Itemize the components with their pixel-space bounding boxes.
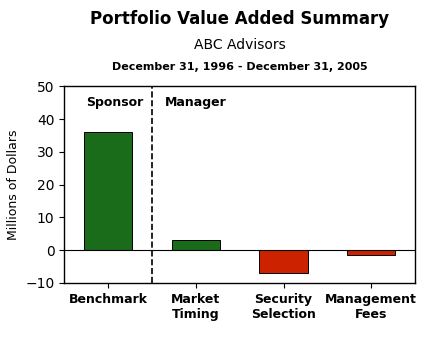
Text: ABC Advisors: ABC Advisors [194,38,285,52]
Y-axis label: Millions of Dollars: Millions of Dollars [7,129,20,240]
Bar [259,250,308,273]
Text: Manager: Manager [165,96,227,109]
Text: Sponsor: Sponsor [86,96,143,109]
Bar [347,250,395,255]
Text: December 31, 1996 - December 31, 2005: December 31, 1996 - December 31, 2005 [112,62,368,72]
Bar [172,240,220,250]
Text: Portfolio Value Added Summary: Portfolio Value Added Summary [90,10,389,28]
Bar [84,132,132,250]
